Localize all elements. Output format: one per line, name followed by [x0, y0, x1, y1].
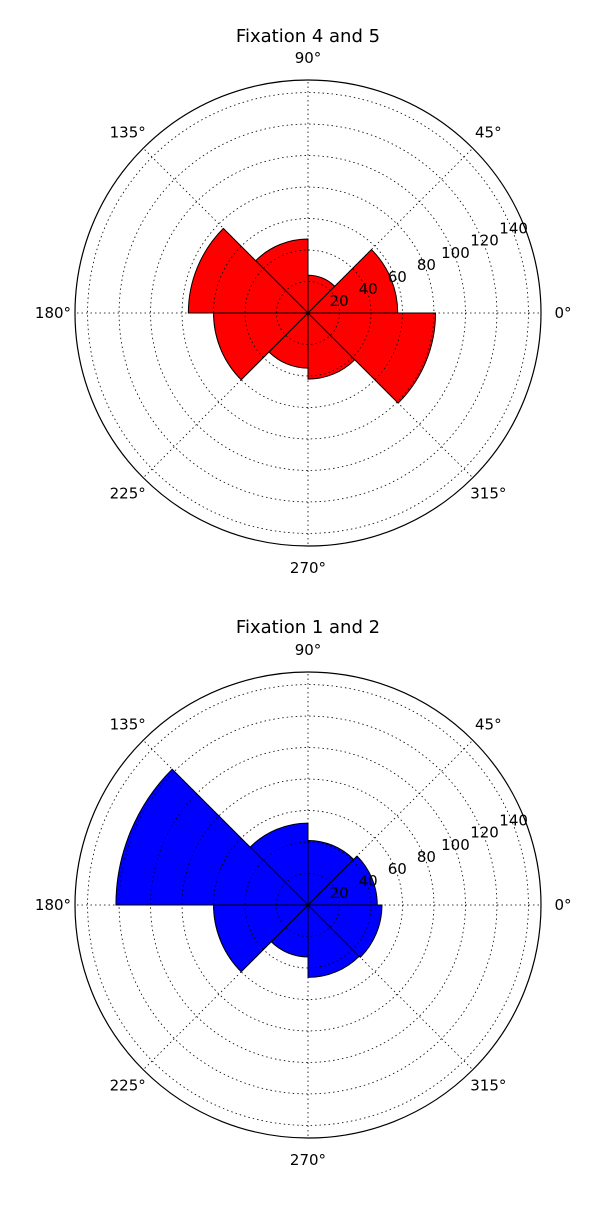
angular-gridline-135 — [142, 739, 309, 906]
angle-tick-label: 225° — [110, 1076, 146, 1094]
angle-tick-label: 270° — [290, 559, 326, 577]
angular-gridline-135 — [142, 147, 309, 314]
bar-wedge-315-360 — [306, 312, 437, 404]
radial-tick-label: 140 — [499, 812, 528, 830]
radial-gridline-120 — [118, 123, 498, 503]
bar-wedge-90-135 — [254, 238, 309, 315]
bar-wedge-135-180 — [187, 227, 310, 314]
bar-wedge-0-45 — [306, 248, 399, 314]
radial-gridline-100 — [150, 155, 466, 471]
angle-tick-label: 135° — [110, 124, 146, 142]
bar-wedge-315-360 — [306, 904, 383, 959]
polar-frame — [74, 79, 542, 547]
angle-tick-label: 315° — [470, 484, 506, 502]
radial-gridline-100 — [150, 747, 466, 1063]
bar-wedge-90-135 — [249, 822, 309, 907]
polar-chart-bottom: Fixation 1 and 2 0° 45° 90° 135° 180° 225° 270°… — [35, 617, 572, 1169]
chart-title: Fixation 1 and 2 — [236, 617, 380, 638]
angle-tick-label: 225° — [110, 484, 146, 502]
angle-tick-label: 315° — [470, 1076, 506, 1094]
radial-gridline-60 — [213, 810, 403, 1000]
radial-gridline-80 — [181, 778, 435, 1032]
angle-tick-label: 45° — [475, 124, 502, 142]
radial-gridline-140 — [87, 92, 529, 534]
radial-tick-label: 40 — [359, 280, 378, 298]
angle-tick-label: 0° — [554, 304, 571, 322]
radial-gridline-60 — [213, 218, 403, 408]
angle-tick-label: 135° — [110, 716, 146, 734]
radial-tick-label: 60 — [388, 860, 407, 878]
bar-wedge-270-315 — [307, 903, 360, 978]
angular-gridline-45 — [307, 739, 474, 906]
radial-tick-label: 20 — [330, 884, 349, 902]
radial-gridline-120 — [118, 715, 498, 1095]
radial-gridline-20 — [276, 873, 340, 937]
radial-gridline-40 — [244, 841, 372, 969]
angle-tick-label: 90° — [295, 641, 322, 659]
radial-tick-label: 140 — [499, 220, 528, 238]
radial-tick-label: 100 — [441, 836, 470, 854]
radial-tick-label: 40 — [359, 872, 378, 890]
radial-gridline-20 — [276, 281, 340, 345]
radial-tick-label: 120 — [470, 824, 499, 842]
angle-tick-label: 90° — [295, 49, 322, 67]
radial-gridline-80 — [181, 186, 435, 440]
angle-tick-label: 45° — [475, 716, 502, 734]
angular-gridline-315 — [307, 904, 474, 1071]
angle-tick-label: 180° — [35, 304, 71, 322]
chart-title: Fixation 4 and 5 — [236, 26, 380, 47]
radial-tick-label: 20 — [330, 292, 349, 310]
radial-tick-label: 100 — [441, 244, 470, 262]
polar-frame — [74, 671, 542, 1139]
angle-tick-label: 0° — [554, 896, 571, 914]
radial-tick-label: 80 — [417, 256, 436, 274]
angle-tick-label: 180° — [35, 896, 71, 914]
radial-gridline-40 — [244, 249, 372, 377]
radial-gridline-140 — [87, 684, 529, 1126]
angular-gridline-45 — [307, 147, 474, 314]
radial-tick-label: 80 — [417, 848, 436, 866]
polar-chart-top: Fixation 4 and 5 0° 45° 90° 135° 180° 225° 270°… — [35, 26, 572, 577]
radial-tick-label: 60 — [388, 268, 407, 286]
angular-gridline-315 — [307, 312, 474, 479]
bar-wedge-135-180 — [115, 768, 310, 906]
angular-gridline-225 — [142, 312, 309, 479]
angle-tick-label: 270° — [290, 1151, 326, 1169]
radial-tick-label: 120 — [470, 232, 499, 250]
angular-gridline-225 — [142, 904, 309, 1071]
